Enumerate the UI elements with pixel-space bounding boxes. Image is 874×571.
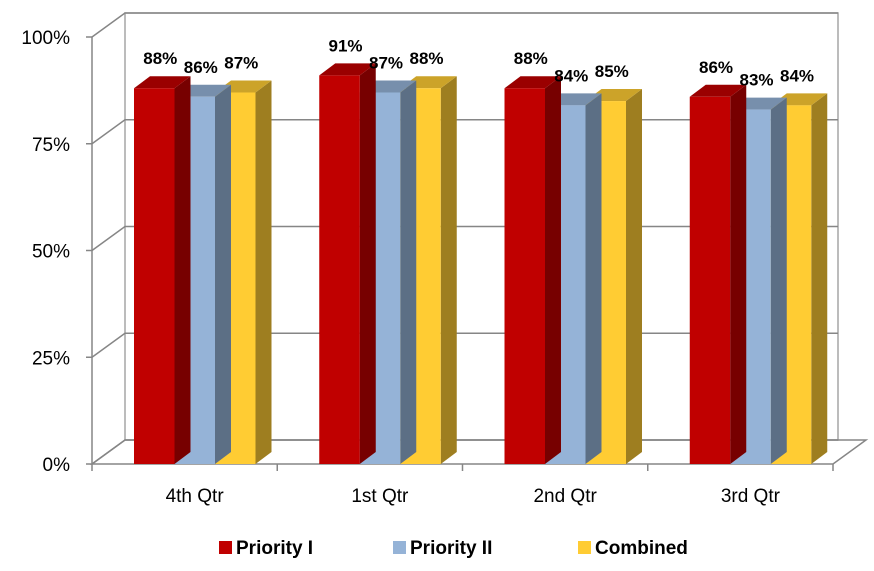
x-category-label: 1st Qtr [351, 486, 409, 507]
bar [504, 76, 561, 465]
data-label: 84% [780, 66, 814, 85]
legend-label: Priority II [410, 538, 492, 559]
x-category-label: 4th Qtr [166, 486, 225, 507]
bar-front [689, 96, 731, 464]
data-label: 91% [328, 36, 362, 55]
bar [689, 84, 747, 464]
data-label: 87% [224, 54, 258, 73]
data-label: 83% [739, 71, 773, 90]
legend: Priority I Priority II Combined [219, 538, 688, 559]
bar-top [689, 84, 747, 97]
bar-side [545, 76, 561, 465]
legend-item: Combined [578, 538, 688, 559]
bar-side [400, 80, 417, 464]
legend-swatch [393, 541, 406, 554]
bar-side [811, 93, 828, 464]
data-label: 88% [514, 49, 548, 68]
bar-side [440, 76, 457, 465]
bar-side [626, 89, 642, 465]
bar-side [174, 76, 191, 465]
bar-front [319, 75, 360, 465]
bar-top [319, 63, 376, 76]
y-tick-label: 100% [21, 28, 70, 49]
bar [319, 63, 376, 465]
legend-swatch [219, 541, 232, 554]
x-axis-categories: 4th Qtr 1st Qtr 2nd Qtr 3rd Qtr [166, 486, 781, 507]
legend-label: Priority I [236, 538, 313, 559]
bar-side [585, 93, 602, 464]
bar-side [770, 97, 787, 464]
legend-label: Combined [595, 538, 688, 559]
data-label: 88% [143, 49, 177, 68]
legend-item: Priority I [219, 538, 313, 559]
y-tick-label: 25% [32, 348, 70, 369]
data-label: 87% [369, 54, 403, 73]
bar-side [215, 84, 231, 464]
bar-side [359, 63, 376, 465]
x-category-label: 3rd Qtr [721, 486, 781, 507]
data-label: 88% [409, 49, 443, 68]
y-tick-label: 0% [43, 455, 71, 476]
legend-item: Priority II [393, 538, 492, 559]
data-label: 85% [595, 62, 629, 81]
data-label: 84% [554, 66, 588, 85]
data-labels: 88% 86% 87% 91% 87% 88% 88% 84% 85% 86% 83% 84% [143, 36, 814, 89]
bar-side [730, 84, 747, 464]
bar-top [504, 76, 561, 89]
bar [134, 76, 191, 465]
y-axis-ticks: 0% 25% 50% 75% 100% [21, 28, 70, 476]
y-tick-label: 50% [32, 242, 70, 263]
bar-front [504, 88, 545, 465]
data-label: 86% [699, 58, 733, 77]
bar-side [255, 80, 272, 464]
data-label: 86% [184, 58, 218, 77]
x-category-label: 2nd Qtr [533, 486, 597, 507]
bar-top [134, 76, 191, 89]
bar-front [134, 88, 175, 465]
y-tick-label: 75% [32, 135, 70, 156]
gridline [91, 12, 838, 38]
legend-swatch [578, 541, 591, 554]
bars [134, 63, 828, 465]
